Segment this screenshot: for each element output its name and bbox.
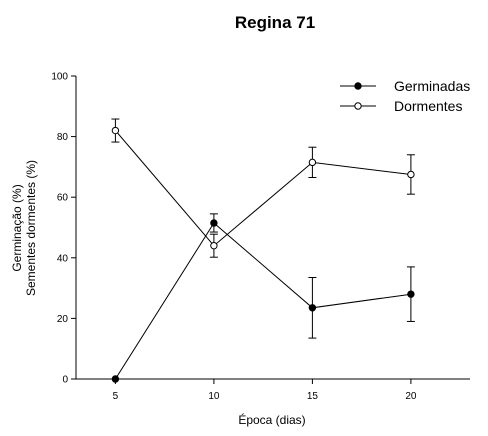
axes: [75, 76, 470, 380]
series-line: [115, 130, 411, 247]
y-axis-label: Germinação (%) Sementes dormentes (%): [10, 160, 38, 296]
x-tick-label: 20: [405, 391, 417, 402]
legend-marker: [354, 102, 362, 110]
series-line: [114, 222, 411, 380]
y-axis-ticks: 0 20 40 60 80 100: [51, 72, 76, 386]
x-tick-label: 15: [307, 391, 319, 402]
y-axis-label-line-1: Germinação (%): [10, 184, 24, 271]
data-point: [308, 304, 317, 312]
legend-item-dormentes: Dormentes: [340, 98, 462, 114]
legend: Germinadas Dormentes: [340, 78, 470, 114]
series-layer: [111, 118, 415, 383]
x-axis-label: Época (dias): [238, 412, 305, 427]
x-tick-label: 10: [208, 391, 220, 402]
y-tick-label: 0: [62, 375, 68, 386]
data-point: [210, 219, 218, 227]
y-axis-label-line-2: Sementes dormentes (%): [24, 160, 38, 296]
x-tick-label: 5: [113, 391, 119, 402]
x-axis-ticks: 5 10 15 20: [113, 379, 417, 402]
data-point: [308, 158, 317, 167]
legend-label: Dormentes: [394, 98, 462, 114]
y-tick-label: 20: [57, 314, 69, 325]
y-tick-label: 60: [57, 193, 69, 204]
y-tick-label: 80: [57, 132, 69, 143]
chart-title: Regina 71: [235, 13, 315, 32]
y-tick-label: 100: [51, 72, 68, 83]
legend-marker: [354, 82, 362, 90]
series-germinadas: [111, 213, 415, 383]
y-tick-label: 40: [57, 253, 69, 264]
legend-item-germinadas: Germinadas: [340, 78, 470, 94]
legend-label: Germinadas: [394, 78, 470, 94]
series-dormentes: [111, 118, 415, 258]
data-point: [407, 290, 415, 298]
data-point: [111, 375, 120, 383]
data-point: [111, 126, 120, 135]
data-point: [210, 241, 218, 250]
data-point: [407, 170, 415, 179]
